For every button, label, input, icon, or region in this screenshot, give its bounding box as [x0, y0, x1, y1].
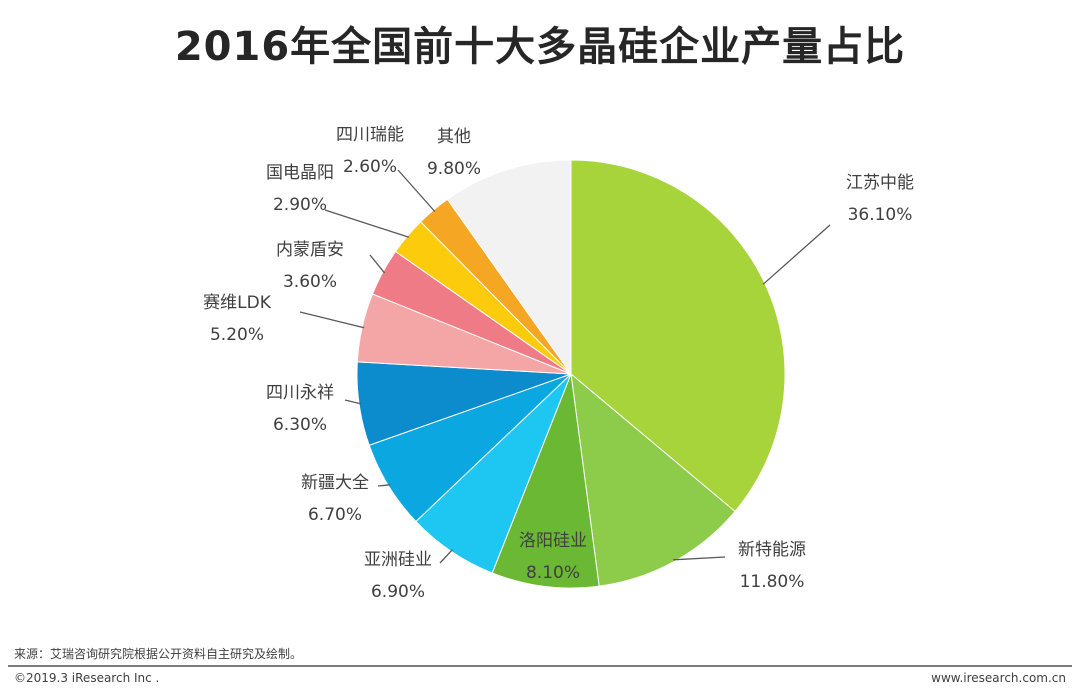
- slice-value-label: 6.70%: [308, 505, 362, 525]
- leader-line: [377, 484, 391, 487]
- slice-name-label: 亚洲硅业: [364, 550, 432, 570]
- slice-name-label: 国电晶阳: [266, 163, 334, 183]
- pie-slice: [446, 159, 572, 376]
- leader-line: [439, 549, 453, 564]
- slice-name-label: 洛阳硅业: [519, 531, 587, 551]
- slice-name-label: 江苏中能: [846, 173, 914, 193]
- slice-value-label: 5.20%: [210, 325, 264, 345]
- slice-value-label: 11.80%: [740, 572, 805, 592]
- copyright-text: ©2019.3 iResearch Inc .: [14, 671, 160, 685]
- slice-name-label: 其他: [437, 127, 471, 147]
- slice-value-label: 3.60%: [283, 272, 337, 292]
- slice-value-label: 9.80%: [427, 159, 481, 179]
- pie-chart: 江苏中能 36.10% 新特能源 11.80% 洛阳硅业 8.10% 亚洲硅业 6.90% 新疆…: [203, 125, 914, 602]
- slice-name-label: 内蒙盾安: [276, 240, 344, 260]
- slice-value-label: 2.90%: [273, 195, 327, 215]
- leader-line: [369, 254, 386, 274]
- slice-name-label: 新疆大全: [301, 473, 369, 493]
- slice-value-label: 8.10%: [526, 563, 580, 583]
- slice-name-label: 赛维LDK: [203, 292, 272, 313]
- chart-title: 2016年全国前十大多晶硅企业产量占比: [174, 24, 906, 70]
- leader-line: [762, 224, 831, 285]
- slice-name-label: 四川瑞能: [336, 125, 404, 145]
- website-link[interactable]: www.iresearch.com.cn: [931, 671, 1066, 685]
- leader-line: [324, 209, 410, 238]
- slice-value-label: 6.30%: [273, 415, 327, 435]
- footer-divider: [8, 665, 1072, 667]
- slice-value-label: 36.10%: [848, 205, 913, 225]
- leader-line: [397, 169, 436, 212]
- slice-name-label: 新特能源: [738, 540, 806, 560]
- pie-slice: [491, 372, 600, 589]
- pie-slice: [570, 372, 736, 587]
- leader-line: [299, 311, 365, 329]
- slice-value-label: 6.90%: [371, 582, 425, 602]
- slice-value-label: 2.60%: [343, 157, 397, 177]
- leader-line: [673, 556, 726, 561]
- slice-name-label: 四川永祥: [266, 383, 334, 403]
- source-note: 来源：艾瑞咨询研究院根据公开资料自主研究及绘制。: [14, 647, 303, 661]
- leader-line: [344, 399, 362, 405]
